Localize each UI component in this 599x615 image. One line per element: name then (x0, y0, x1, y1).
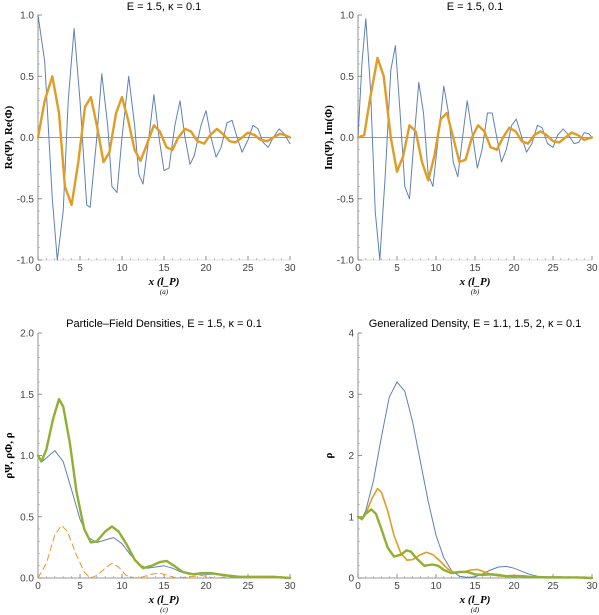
x-axis-label: x (l_P) (459, 594, 491, 606)
y-tick-label: 4 (348, 329, 354, 340)
y-tick-label: 0.0 (20, 133, 34, 144)
x-tick-label: 5 (77, 263, 83, 274)
x-tick-label: 20 (200, 263, 212, 274)
chart-title: Generalized Density, E = 1.1, 1.5, 2, κ … (369, 318, 582, 330)
x-tick-label: 0 (355, 263, 361, 274)
series-line-2 (36, 397, 292, 580)
y-tick-label: 3 (348, 390, 354, 401)
y-tick-label: -0.5 (17, 194, 35, 205)
series-line-2 (356, 508, 594, 580)
x-tick-label: 25 (242, 581, 254, 592)
y-tick-label: 0.0 (20, 574, 34, 585)
x-tick-label: 20 (508, 263, 520, 274)
y-tick-label: 0 (348, 574, 354, 585)
x-tick-label: 10 (116, 581, 128, 592)
y-tick-label: -0.5 (337, 194, 355, 205)
series-line-0 (357, 18, 593, 261)
series-line-1 (357, 487, 593, 579)
x-tick-label: 10 (430, 581, 442, 592)
chart-title: Particle–Field Densities, E = 1.5, κ = 0… (66, 318, 262, 330)
chart-title: E = 1.5, κ = 0.1 (127, 1, 202, 13)
x-tick-label: 15 (469, 263, 481, 274)
chart-title: E = 1.5, 0.1 (447, 1, 504, 13)
y-tick-label: 0.5 (20, 72, 34, 83)
x-tick-label: 0 (35, 263, 41, 274)
x-tick-label: 30 (586, 581, 598, 592)
series-line-1 (36, 75, 292, 207)
series-line-1 (356, 56, 594, 182)
x-tick-label: 30 (586, 263, 598, 274)
x-tick-label: 20 (200, 581, 212, 592)
y-tick-label: 1.0 (20, 451, 34, 462)
y-tick-label: 0.5 (340, 72, 354, 83)
series-line-0 (357, 381, 593, 579)
chart-panel-1: E = 1.5, 0.1 0 5 10 15 20 25 30 -1.0 -0.5 0.0 0.5 1.… (323, 1, 598, 296)
x-tick-label: 15 (158, 263, 170, 274)
x-tick-label: 15 (158, 581, 170, 592)
x-tick-label: 15 (469, 581, 481, 592)
y-tick-label: -1.0 (17, 256, 35, 267)
x-axis-label: x (l_P) (148, 276, 180, 288)
panel-sublabel: (a) (160, 288, 169, 296)
series-line-0 (37, 14, 291, 261)
x-tick-label: 30 (284, 581, 296, 592)
chart-panel-3: Generalized Density, E = 1.1, 1.5, 2, κ … (323, 318, 598, 614)
x-axis-label: x (l_P) (459, 276, 491, 288)
x-tick-label: 5 (77, 581, 83, 592)
chart-panel-0: E = 1.5, κ = 0.1 0 5 10 15 20 25 30 -1.0 -0.5 0.0 0… (3, 1, 296, 296)
panel-sublabel: (c) (160, 606, 168, 614)
y-tick-label: 0.5 (20, 512, 34, 523)
series-line-0 (37, 450, 291, 579)
y-tick-label: -1.0 (337, 256, 355, 267)
x-tick-label: 25 (547, 581, 559, 592)
x-tick-label: 10 (116, 263, 128, 274)
series-line-1 (37, 524, 291, 579)
y-axis-label: ρ (323, 452, 335, 458)
x-tick-label: 20 (508, 581, 520, 592)
y-tick-label: 1.5 (20, 390, 34, 401)
x-tick-label: 0 (35, 581, 41, 592)
x-tick-label: 25 (242, 263, 254, 274)
y-tick-label: 1 (348, 512, 354, 523)
x-tick-label: 5 (394, 581, 400, 592)
panel-sublabel: (d) (471, 606, 480, 614)
y-tick-label: 1.0 (20, 11, 34, 22)
y-tick-label: 2.0 (20, 329, 34, 340)
y-tick-label: 2 (348, 451, 354, 462)
x-tick-label: 25 (547, 263, 559, 274)
y-axis-label: ρΨ, ρΦ, ρ (3, 432, 15, 478)
x-tick-label: 10 (430, 263, 442, 274)
y-tick-label: 1.0 (340, 11, 354, 22)
y-tick-label: 0.0 (340, 133, 354, 144)
chart-panel-2: Particle–Field Densities, E = 1.5, κ = 0… (3, 318, 296, 614)
x-tick-label: 0 (355, 581, 361, 592)
x-tick-label: 5 (394, 263, 400, 274)
x-tick-label: 30 (284, 263, 296, 274)
x-axis-label: x (l_P) (148, 594, 180, 606)
y-axis-label: Re(Ψ), Re(Φ) (3, 105, 15, 169)
panel-sublabel: (b) (471, 288, 480, 296)
y-axis-label: Im(Ψ), Im(Φ) (323, 105, 335, 170)
